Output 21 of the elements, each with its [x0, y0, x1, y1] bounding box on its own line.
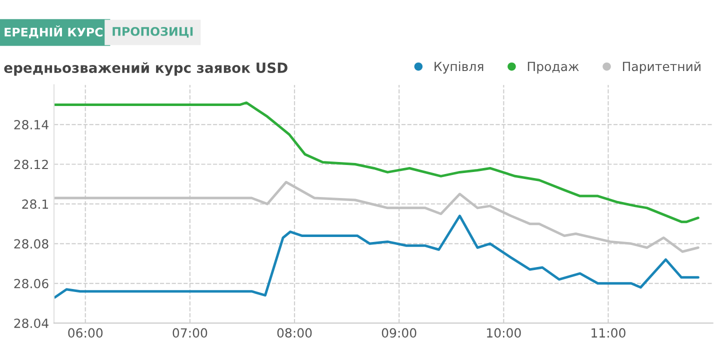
legend-label: Продаж — [528, 62, 579, 74]
y-tick-label: 28.1 — [22, 199, 48, 209]
line-series — [54, 214, 700, 299]
legend-label: Купівля — [434, 61, 484, 74]
x-tick-label: 07:00 — [172, 328, 208, 338]
chart-title: ередньозважений курс заявок USD — [4, 62, 288, 76]
line-series — [54, 101, 700, 224]
y-tick-label: 28.06 — [14, 278, 48, 288]
y-tick-label: 28.04 — [14, 318, 48, 328]
text: ЕРЕДНІЙ КУРС — [4, 26, 102, 38]
y-tick-label: 28.12 — [14, 160, 48, 170]
x-tick-label: 08:00 — [277, 328, 312, 338]
x-tick-label: 06:00 — [68, 328, 103, 338]
x-tick-label: 11:00 — [592, 328, 626, 338]
legend-label: Паритетний — [622, 62, 700, 74]
text: ПРОПОЗИЦІ — [112, 26, 193, 38]
y-tick-label: 28.14 — [14, 120, 48, 130]
x-tick-label: 09:00 — [382, 328, 416, 338]
y-tick-label: 28.08 — [14, 239, 48, 249]
x-tick-label: 10:00 — [487, 328, 521, 338]
line-series — [54, 180, 700, 253]
